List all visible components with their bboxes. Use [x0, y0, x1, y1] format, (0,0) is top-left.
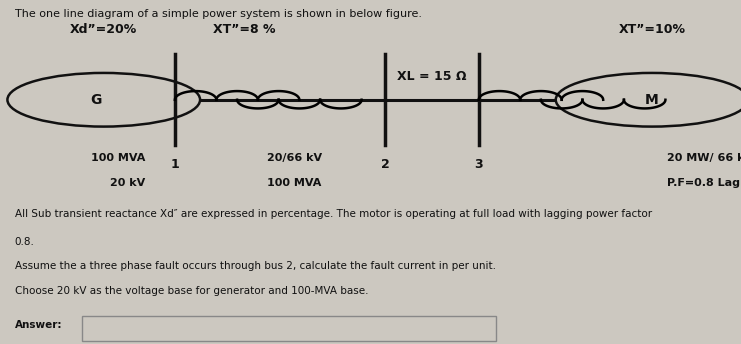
Text: 0.8.: 0.8.: [15, 237, 35, 247]
Text: P.F=0.8 Lag.: P.F=0.8 Lag.: [667, 178, 741, 188]
Text: 20/66 kV: 20/66 kV: [267, 153, 322, 163]
Text: G: G: [90, 93, 102, 107]
Text: All Sub transient reactance Xd″ are expressed in percentage. The motor is operat: All Sub transient reactance Xd″ are expr…: [15, 209, 652, 219]
Text: XL = 15 Ω: XL = 15 Ω: [397, 70, 467, 83]
Text: Choose 20 kV as the voltage base for generator and 100-MVA base.: Choose 20 kV as the voltage base for gen…: [15, 286, 368, 296]
Text: 1: 1: [170, 158, 179, 171]
Text: 100 MVA: 100 MVA: [267, 178, 321, 188]
Text: M: M: [645, 93, 659, 107]
Text: 2: 2: [381, 158, 390, 171]
Text: 3: 3: [474, 158, 483, 171]
FancyBboxPatch shape: [82, 316, 496, 341]
Text: 20 MW/ 66 kV: 20 MW/ 66 kV: [667, 153, 741, 163]
Text: Assume the a three phase fault occurs through bus 2, calculate the fault current: Assume the a three phase fault occurs th…: [15, 261, 496, 271]
Text: Xd”=20%: Xd”=20%: [70, 23, 137, 36]
Text: 20 kV: 20 kV: [110, 178, 145, 188]
Text: XТ”=8 %: XТ”=8 %: [213, 23, 276, 36]
Text: 100 MVA: 100 MVA: [91, 153, 145, 163]
Text: XТ”=10%: XТ”=10%: [619, 23, 685, 36]
Text: Answer:: Answer:: [15, 320, 62, 330]
Text: The one line diagram of a simple power system is shown in below figure.: The one line diagram of a simple power s…: [15, 9, 422, 19]
